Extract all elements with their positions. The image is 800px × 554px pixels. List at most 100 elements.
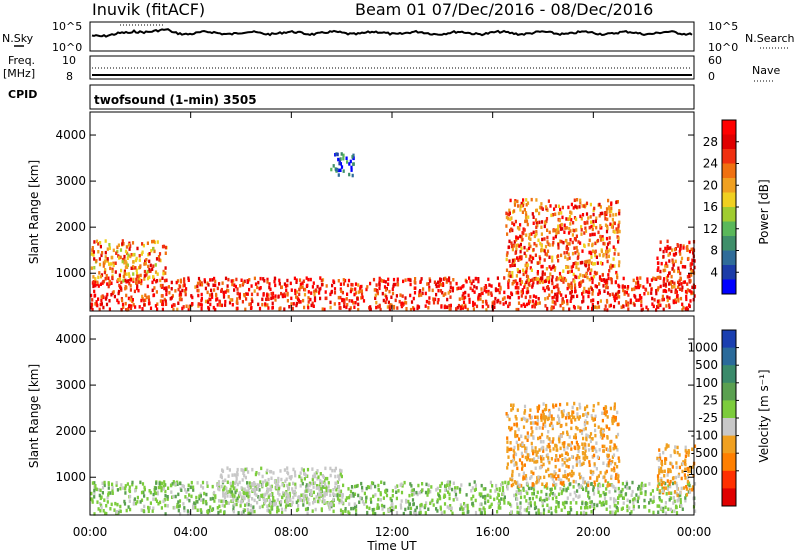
heatmap-cell <box>609 303 612 308</box>
heatmap-cell <box>125 245 128 249</box>
heatmap-cell <box>334 153 337 157</box>
heatmap-cell <box>662 268 665 273</box>
time-tick-label: 04:00 <box>173 525 208 539</box>
heatmap-cell <box>665 492 668 496</box>
heatmap-cell <box>555 277 558 282</box>
heatmap-cell <box>123 254 126 259</box>
heatmap-cell <box>256 500 259 505</box>
heatmap-cell <box>458 490 462 494</box>
heatmap-cell <box>647 291 650 296</box>
heatmap-cell <box>549 440 552 444</box>
heatmap-cell <box>256 487 260 491</box>
heatmap-cell <box>674 288 677 292</box>
heatmap-cell <box>519 277 522 282</box>
heatmap-cell <box>606 242 610 246</box>
heatmap-cell <box>409 278 412 282</box>
heatmap-cell <box>348 299 351 303</box>
heatmap-cell <box>585 488 588 493</box>
heatmap-cell <box>313 473 316 478</box>
heatmap-cell <box>591 280 594 285</box>
heatmap-cell <box>103 270 106 275</box>
heatmap-cell <box>395 496 398 501</box>
heatmap-cell <box>594 253 597 258</box>
heatmap-cell <box>384 490 387 494</box>
heatmap-cell <box>583 204 586 208</box>
station-title: Inuvik (fitACF) <box>92 0 205 19</box>
heatmap-cell <box>590 268 593 272</box>
heatmap-cell <box>590 500 593 504</box>
heatmap-cell <box>225 486 228 491</box>
heatmap-cell <box>489 495 492 499</box>
heatmap-cell <box>618 491 621 495</box>
heatmap-cell <box>622 288 625 293</box>
heatmap-cell <box>474 487 477 491</box>
heatmap-cell <box>516 443 520 448</box>
heatmap-cell <box>561 458 564 462</box>
heatmap-cell <box>241 495 244 499</box>
heatmap-cell <box>490 293 493 297</box>
heatmap-cell <box>632 504 635 509</box>
heatmap-cell <box>404 296 407 300</box>
heatmap-cell <box>557 211 560 216</box>
heatmap-cell <box>629 512 632 516</box>
freq-tick-top: 10 <box>62 54 76 67</box>
heatmap-cell <box>94 486 97 491</box>
heatmap-cell <box>154 263 157 267</box>
heatmap-cell <box>156 279 159 283</box>
heatmap-cell <box>569 299 572 303</box>
heatmap-cell <box>515 274 518 278</box>
heatmap-cell <box>509 198 512 203</box>
heatmap-cell <box>513 222 516 227</box>
heatmap-cell <box>293 489 296 494</box>
heatmap-cell <box>547 280 551 284</box>
heatmap-cell <box>569 229 572 233</box>
heatmap-cell <box>610 266 613 270</box>
heatmap-cell <box>585 436 588 441</box>
heatmap-cell <box>444 488 447 492</box>
heatmap-cell <box>203 279 206 284</box>
heatmap-cell <box>342 153 345 158</box>
heatmap-cell <box>666 239 669 244</box>
heatmap-cell <box>197 304 200 308</box>
heatmap-cell <box>507 212 510 217</box>
heatmap-cell <box>94 277 97 281</box>
heatmap-cell <box>557 474 560 478</box>
heatmap-cell <box>454 489 457 493</box>
heatmap-cell <box>617 496 620 500</box>
heatmap-cell <box>559 275 562 280</box>
heatmap-cell <box>311 477 314 482</box>
heatmap-cell <box>246 502 249 506</box>
heatmap-cell <box>536 270 539 274</box>
heatmap-cell <box>425 482 428 487</box>
heatmap-cell <box>216 483 219 487</box>
heatmap-cell <box>546 486 549 490</box>
heatmap-cell <box>249 508 252 513</box>
heatmap-cell <box>108 243 111 247</box>
heatmap-cell <box>496 300 499 304</box>
heatmap-cell <box>517 488 520 492</box>
heatmap-cell <box>519 491 522 495</box>
heatmap-cell <box>642 285 645 289</box>
heatmap-cell <box>532 488 536 492</box>
time-tick-label: 20:00 <box>576 525 611 539</box>
heatmap-cell <box>557 437 561 441</box>
heatmap-cell <box>497 506 500 510</box>
heatmap-cell <box>507 278 511 283</box>
heatmap-cell <box>569 291 572 295</box>
heatmap-cell <box>661 298 664 302</box>
heatmap-cell <box>355 484 358 488</box>
heatmap-cell <box>197 288 200 293</box>
heatmap-cell <box>117 289 121 294</box>
heatmap-cell <box>428 288 431 292</box>
heatmap-cell <box>538 220 541 225</box>
heatmap-cell <box>557 414 560 418</box>
heatmap-cell <box>97 297 100 301</box>
heatmap-cell <box>174 482 177 486</box>
heatmap-cell <box>336 497 340 501</box>
heatmap-cell <box>151 267 154 271</box>
heatmap-cell <box>100 253 103 258</box>
heatmap-cell <box>612 497 616 501</box>
heatmap-cell <box>657 476 660 481</box>
heatmap-cell <box>537 238 540 242</box>
heatmap-cell <box>669 484 672 489</box>
